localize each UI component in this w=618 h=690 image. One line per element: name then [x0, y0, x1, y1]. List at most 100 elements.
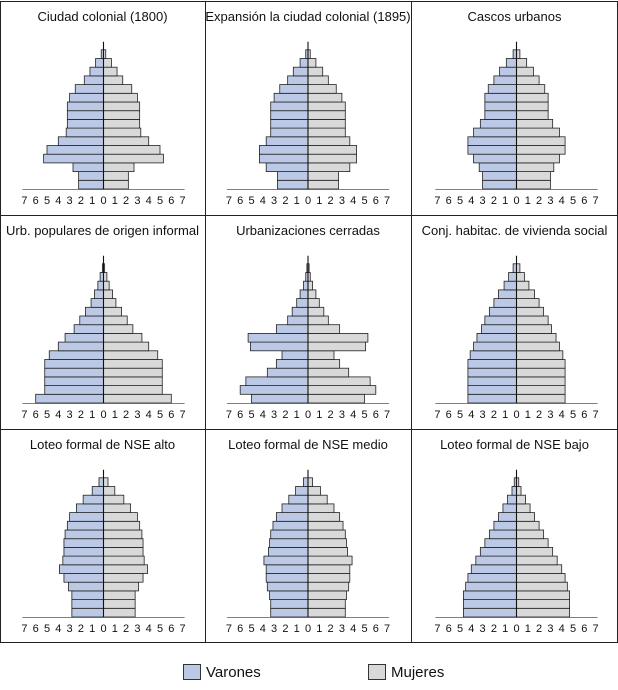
bar-male [85, 306, 104, 317]
x-tick-label: 0 [100, 195, 106, 207]
bar-female [516, 393, 566, 404]
x-tick-label: 7 [434, 409, 440, 421]
bar-male [462, 607, 517, 618]
x-tick-label: 4 [146, 195, 152, 207]
x-tick-label: 1 [112, 195, 118, 207]
panel-title: Urbanizaciones cerradas [236, 223, 380, 238]
x-tick-label: 1 [502, 195, 508, 207]
bar-female [516, 512, 535, 522]
bar-female [516, 110, 549, 120]
x-tick-label: 4 [260, 195, 266, 207]
x-tick-label: 5 [44, 195, 50, 207]
bar-female [516, 289, 535, 299]
x-tick-label: 4 [55, 409, 61, 421]
x-tick-label: 2 [536, 195, 542, 207]
bar-male [270, 607, 309, 618]
bar-male [269, 538, 309, 548]
x-tick-label: 7 [384, 195, 390, 207]
x-tick-label: 4 [559, 623, 565, 635]
bar-male [498, 289, 517, 299]
bar-female [307, 66, 324, 77]
x-tick-label: 6 [581, 623, 587, 635]
bar-male [270, 101, 309, 112]
bar-female [307, 486, 321, 496]
bar-male [43, 153, 104, 164]
bar-male [503, 280, 517, 291]
x-tick-label: 3 [547, 195, 553, 207]
bar-male [63, 547, 104, 557]
bar-male [75, 503, 104, 513]
bar-male [259, 153, 309, 164]
bar-female [516, 298, 540, 308]
x-tick-label: 1 [294, 623, 300, 635]
bar-female [307, 350, 335, 360]
bar-female [516, 136, 566, 146]
x-tick-label: 3 [67, 409, 73, 421]
bar-male [44, 367, 104, 378]
x-tick-label: 2 [78, 195, 84, 207]
bar-female [307, 477, 313, 487]
bar-male [64, 529, 104, 540]
bar-male [57, 341, 104, 352]
bar-female [307, 607, 346, 618]
x-tick-label: 1 [525, 409, 531, 421]
bar-male [488, 306, 517, 317]
x-tick-label: 6 [33, 195, 39, 207]
bar-male [270, 127, 309, 138]
bar-female [516, 280, 530, 291]
bar-female [516, 306, 545, 317]
bar-female [103, 58, 112, 68]
bar-female [516, 127, 560, 138]
bar-male [46, 145, 104, 155]
x-tick-label: 1 [316, 409, 322, 421]
bar-male [63, 573, 104, 583]
x-tick-label: 2 [536, 409, 542, 421]
bar-male [78, 179, 104, 190]
legend-label-mujeres: Mujeres [391, 663, 445, 681]
x-tick-label: 4 [468, 195, 474, 207]
x-tick-label: 2 [78, 623, 84, 635]
x-tick-label: 6 [446, 623, 452, 635]
x-tick-label: 4 [559, 409, 565, 421]
x-tick-label: 5 [457, 195, 463, 207]
x-tick-label: 3 [67, 623, 73, 635]
bar-male [287, 75, 309, 86]
x-tick-label: 1 [112, 409, 118, 421]
bar-female [307, 359, 341, 369]
bar-male [270, 119, 309, 129]
x-tick-label: 2 [123, 409, 129, 421]
bar-male [269, 590, 309, 601]
bar-female [103, 298, 117, 308]
x-tick-label: 2 [282, 409, 288, 421]
bar-female [307, 92, 343, 103]
bar-female [307, 564, 351, 574]
bar-male [259, 145, 309, 155]
x-tick-label: 1 [316, 623, 322, 635]
bar-male [508, 272, 517, 282]
bar-female [307, 324, 341, 334]
bar-male [277, 179, 309, 190]
bar-female [103, 477, 109, 487]
bar-female [307, 289, 317, 299]
bar-female [516, 153, 560, 164]
x-tick-label: 1 [89, 623, 95, 635]
x-tick-label: 6 [373, 409, 379, 421]
bar-female [103, 75, 124, 86]
x-tick-label: 6 [237, 623, 243, 635]
bar-male [470, 564, 517, 574]
x-tick-label: 5 [248, 623, 254, 635]
bar-female [103, 538, 144, 548]
bar-female [307, 367, 350, 378]
x-tick-label: 5 [361, 195, 367, 207]
x-tick-label: 1 [525, 623, 531, 635]
bar-female [307, 529, 346, 540]
bar-male [481, 324, 517, 334]
x-tick-label: 4 [260, 409, 266, 421]
bar-male [44, 376, 104, 386]
panel-title: Cascos urbanos [468, 9, 562, 24]
bar-male [65, 127, 104, 138]
x-tick-label: 4 [350, 409, 356, 421]
